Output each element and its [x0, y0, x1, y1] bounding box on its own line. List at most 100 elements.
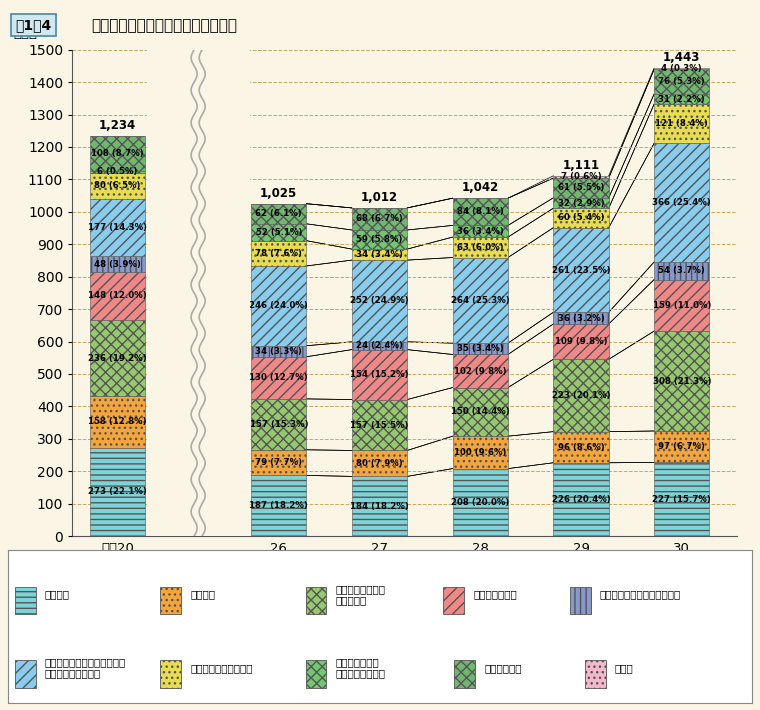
Bar: [251, 266, 306, 346]
Text: 34 (3.3%): 34 (3.3%): [255, 346, 302, 356]
Bar: [352, 476, 407, 536]
Text: 273 (22.1%): 273 (22.1%): [88, 487, 147, 496]
Bar: [654, 431, 710, 462]
Text: 62 (6.1%): 62 (6.1%): [255, 209, 302, 218]
Bar: [251, 450, 306, 476]
Text: 61 (5.5%): 61 (5.5%): [558, 183, 604, 192]
Bar: [553, 208, 609, 228]
Bar: [160, 587, 181, 614]
Bar: [452, 436, 508, 469]
Text: 任用関係: 任用関係: [45, 589, 70, 599]
Bar: [452, 388, 508, 436]
Bar: [352, 260, 407, 342]
Bar: [90, 272, 145, 320]
Bar: [553, 178, 609, 198]
Bar: [251, 476, 306, 536]
Bar: [90, 173, 145, 199]
Bar: [654, 280, 710, 331]
Bar: [452, 198, 508, 226]
Text: 261 (23.5%): 261 (23.5%): [552, 266, 610, 275]
Text: 102 (9.8%): 102 (9.8%): [454, 366, 506, 376]
Text: 54 (3.7%): 54 (3.7%): [658, 266, 705, 275]
Bar: [452, 258, 508, 343]
Bar: [90, 320, 145, 396]
Text: 97 (6.7%): 97 (6.7%): [658, 442, 705, 452]
Text: 154 (15.2%): 154 (15.2%): [350, 370, 409, 379]
Text: 159 (11.0%): 159 (11.0%): [653, 301, 711, 310]
Text: パワー・ハラスメント: パワー・ハラスメント: [190, 663, 252, 673]
Bar: [251, 399, 306, 450]
Bar: [452, 237, 508, 258]
Bar: [452, 354, 508, 388]
Bar: [251, 346, 306, 356]
Text: 1,234: 1,234: [99, 119, 136, 132]
Bar: [452, 469, 508, 536]
Bar: [654, 262, 710, 280]
Text: （年度）: （年度）: [717, 574, 748, 586]
Text: 100 (9.6%): 100 (9.6%): [454, 448, 506, 457]
Bar: [452, 343, 508, 354]
Bar: [553, 228, 609, 312]
Bar: [15, 660, 36, 687]
Text: 36 (3.2%): 36 (3.2%): [558, 314, 604, 322]
Text: 80 (6.5%): 80 (6.5%): [94, 181, 141, 190]
Text: 苦情相談の内容区分別総件数の推移: 苦情相談の内容区分別総件数の推移: [91, 18, 237, 33]
Bar: [452, 226, 508, 237]
Text: 246 (24.0%): 246 (24.0%): [249, 301, 308, 310]
Text: 157 (15.5%): 157 (15.5%): [350, 420, 409, 430]
Text: 1,443: 1,443: [663, 51, 701, 65]
Bar: [553, 463, 609, 536]
Text: 366 (25.4%): 366 (25.4%): [653, 198, 711, 207]
Bar: [251, 241, 306, 266]
Bar: [90, 396, 145, 447]
Bar: [90, 199, 145, 256]
Text: 150 (14.4%): 150 (14.4%): [451, 408, 510, 416]
Text: その他: その他: [615, 663, 633, 673]
Text: 32 (2.9%): 32 (2.9%): [558, 199, 604, 207]
Bar: [570, 587, 591, 614]
Bar: [15, 587, 36, 614]
Text: 157 (15.3%): 157 (15.3%): [249, 420, 308, 429]
Text: 24 (2.4%): 24 (2.4%): [356, 342, 403, 350]
Bar: [553, 359, 609, 432]
Text: 34 (3.4%): 34 (3.4%): [356, 250, 403, 259]
Bar: [90, 171, 145, 173]
Bar: [352, 208, 407, 230]
Bar: [553, 176, 609, 178]
Bar: [553, 432, 609, 463]
Bar: [352, 342, 407, 349]
Text: 223 (20.1%): 223 (20.1%): [552, 391, 610, 400]
Bar: [654, 104, 710, 143]
Text: 79 (7.7%): 79 (7.7%): [255, 458, 302, 467]
Text: 人事評価関係: 人事評価関係: [484, 663, 522, 673]
Text: 給与関係: 給与関係: [190, 589, 215, 599]
Text: 囱1－4: 囱1－4: [15, 18, 52, 32]
Text: 健康安全等関係: 健康安全等関係: [473, 589, 517, 599]
Bar: [352, 230, 407, 249]
Bar: [654, 143, 710, 262]
Text: 109 (9.8%): 109 (9.8%): [555, 337, 607, 346]
Bar: [352, 450, 407, 476]
Text: 59 (5.8%): 59 (5.8%): [356, 235, 403, 244]
Bar: [654, 68, 710, 70]
Text: 130 (12.7%): 130 (12.7%): [249, 373, 308, 382]
Y-axis label: （件）: （件）: [14, 27, 38, 40]
Text: 121 (8.4%): 121 (8.4%): [655, 119, 708, 129]
Text: 1,012: 1,012: [361, 191, 398, 204]
Text: 52 (5.1%): 52 (5.1%): [255, 228, 302, 236]
Bar: [352, 249, 407, 260]
Text: 84 (8.1%): 84 (8.1%): [457, 207, 504, 217]
Bar: [553, 198, 609, 208]
Text: 7 (0.6%): 7 (0.6%): [561, 173, 601, 182]
Text: 108 (8.7%): 108 (8.7%): [91, 149, 144, 158]
Bar: [654, 94, 710, 104]
Bar: [553, 312, 609, 324]
Text: 63 (6.0%): 63 (6.0%): [457, 243, 504, 252]
Bar: [251, 224, 306, 241]
Bar: [585, 660, 606, 687]
Text: 妦娠、出産、育児又は介護に
関するハラスメント: 妦娠、出産、育児又は介護に 関するハラスメント: [45, 657, 126, 679]
Text: 48 (3.9%): 48 (3.9%): [94, 260, 141, 268]
Text: 1,042: 1,042: [461, 181, 499, 195]
Bar: [454, 660, 475, 687]
Text: 177 (14.3%): 177 (14.3%): [88, 223, 147, 232]
